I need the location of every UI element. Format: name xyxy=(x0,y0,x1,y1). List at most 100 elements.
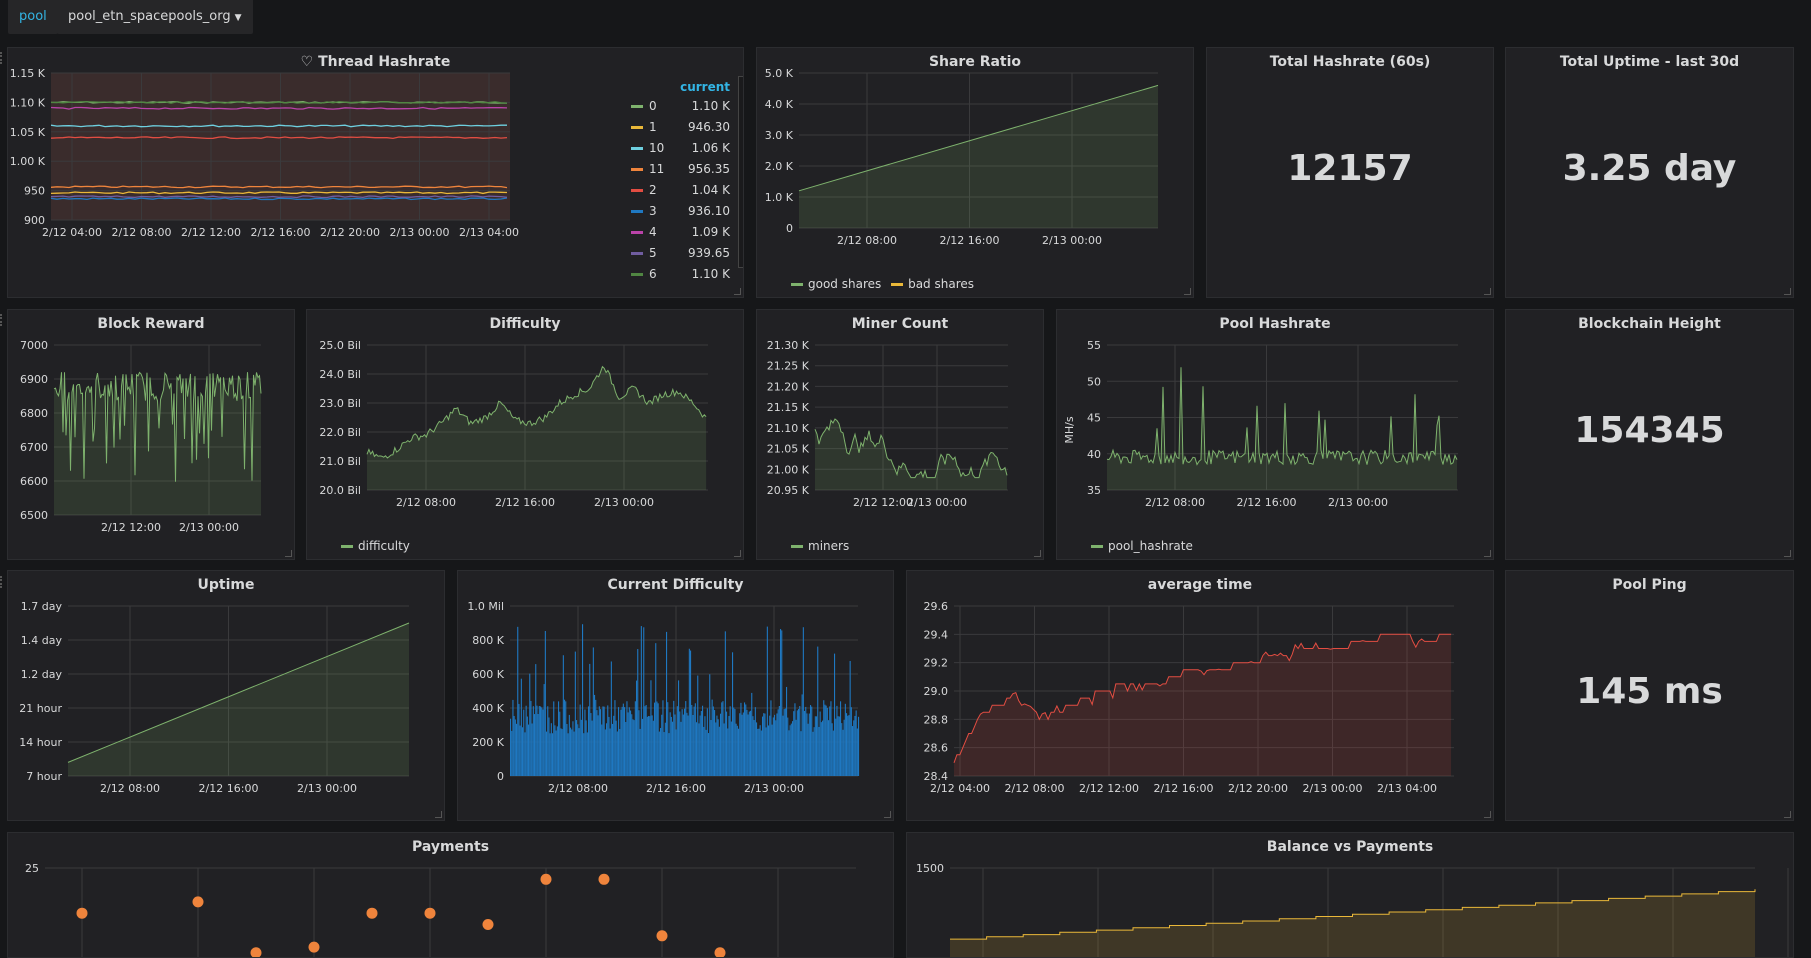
pool-hashrate-chart[interactable]: 55 50 45 40 35 2/12 08:00 2/12 16:00 2/13 00:00… xyxy=(1057,310,1494,560)
x-tick-label: 2/13 00:00 xyxy=(179,521,239,534)
miner-count-chart[interactable]: 21.30 K 21.25 K 21.20 K 21.15 K 21.10 K 21.05… xyxy=(757,310,1044,560)
legend-item[interactable]: 5 939.65 xyxy=(625,243,730,264)
panel-title[interactable]: Uptime xyxy=(197,577,255,593)
bar xyxy=(810,705,812,776)
legend-item[interactable]: 1 946.30 xyxy=(625,117,730,138)
resize-handle-icon[interactable] xyxy=(1034,550,1041,557)
home-breadcrumb[interactable]: pool xyxy=(8,0,58,34)
balance-chart[interactable]: 15001000 xyxy=(907,833,1794,958)
y-tick-label: 6800 xyxy=(20,407,48,420)
legend-item[interactable]: 6 1.10 K xyxy=(625,264,730,285)
bar xyxy=(649,716,651,776)
resize-handle-icon[interactable] xyxy=(1784,550,1791,557)
legend-header-current[interactable]: current xyxy=(680,80,730,94)
payments-chart[interactable]: 2520 xyxy=(8,833,894,958)
y-tick-label: 2.0 K xyxy=(765,160,794,173)
resize-handle-icon[interactable] xyxy=(1484,550,1491,557)
bar xyxy=(790,723,792,776)
resize-handle-icon[interactable] xyxy=(1784,811,1791,818)
datasource-selector[interactable]: pool_etn_spacepools_org ▼ xyxy=(57,0,253,34)
bar xyxy=(682,714,684,776)
legend-scrollbar[interactable] xyxy=(738,76,743,268)
share-ratio-chart[interactable]: 5.0 K 4.0 K 3.0 K 2.0 K 1.0 K 0 2/12 08:00 2/12… xyxy=(757,48,1194,298)
bar xyxy=(769,715,771,776)
panel-title[interactable]: Balance vs Payments xyxy=(1266,839,1434,855)
bar xyxy=(794,703,796,776)
resize-handle-icon[interactable] xyxy=(1784,288,1791,295)
y-tick-label: 20.95 K xyxy=(767,484,810,497)
legend-item[interactable]: 2 1.04 K xyxy=(625,180,730,201)
y-tick-label: 21.15 K xyxy=(767,401,810,414)
panel-title[interactable]: Miner Count xyxy=(851,316,949,332)
bar xyxy=(626,701,628,776)
block-reward-line xyxy=(53,371,262,482)
legend-item[interactable]: 0 1.10 K xyxy=(625,96,730,117)
legend-item-good-shares[interactable]: good shares xyxy=(791,277,881,291)
legend-swatch xyxy=(341,545,353,548)
bar xyxy=(520,678,522,776)
row-drag-handle[interactable] xyxy=(0,314,6,326)
bar xyxy=(643,627,645,776)
panel-title[interactable]: ♡ Thread Hashrate xyxy=(300,54,451,70)
bar xyxy=(555,730,557,776)
uptime-chart[interactable]: 1.7 day 1.4 day 1.2 day 21 hour 14 hour 7 hou… xyxy=(8,571,445,821)
panel-title[interactable]: Share Ratio xyxy=(928,54,1022,70)
panel-total-hashrate: Total Hashrate (60s) 12157 xyxy=(1206,47,1494,298)
bar xyxy=(837,716,839,776)
x-tick-label: 2/13 00:00 xyxy=(390,226,450,239)
bar xyxy=(771,724,773,776)
bar xyxy=(741,714,743,776)
bar xyxy=(586,732,588,776)
current-difficulty-chart[interactable]: 1.0 Mil 800 K 600 K 400 K 200 K 0 2/12 08:00 2/… xyxy=(458,571,894,821)
bar xyxy=(651,715,653,776)
legend-item-bad-shares[interactable]: bad shares xyxy=(891,277,974,291)
difficulty-chart[interactable]: 25.0 Bil 24.0 Bil 23.0 Bil 22.0 Bil 21.0 Bil… xyxy=(307,310,744,560)
panel-title[interactable]: Blockchain Height xyxy=(1578,316,1721,332)
bar xyxy=(597,715,599,776)
resize-handle-icon[interactable] xyxy=(884,811,891,818)
bar xyxy=(596,710,598,776)
resize-handle-icon[interactable] xyxy=(1484,811,1491,818)
row-drag-handle[interactable] xyxy=(0,52,6,64)
block-reward-chart[interactable]: 7000 6900 6800 6700 6600 6500 2/12 12:00 2/13 0… xyxy=(8,310,295,560)
legend-item[interactable]: 11 956.35 xyxy=(625,159,730,180)
resize-handle-icon[interactable] xyxy=(1484,288,1491,295)
average-time-chart[interactable]: 29.6 29.4 29.2 29.0 28.8 28.6 28.42/12 04:00 2/… xyxy=(907,571,1494,821)
bar xyxy=(584,709,586,776)
bar xyxy=(817,646,819,776)
legend-item[interactable]: 4 1.09 K xyxy=(625,222,730,243)
panel-title[interactable]: Total Hashrate (60s) xyxy=(1269,54,1431,70)
bar xyxy=(808,713,810,776)
bar xyxy=(781,630,783,776)
panel-title[interactable]: Block Reward xyxy=(97,316,205,332)
row-drag-handle[interactable] xyxy=(0,576,6,588)
bar xyxy=(541,707,543,776)
resize-handle-icon[interactable] xyxy=(285,550,292,557)
legend-item[interactable]: 10 1.06 K xyxy=(625,138,730,159)
x-tick-label: 2/12 16:00 xyxy=(251,226,311,239)
panel-title[interactable]: Pool Ping xyxy=(1612,577,1687,593)
panel-title[interactable]: average time xyxy=(1147,577,1253,593)
y-tick-label: 22.0 Bil xyxy=(319,426,361,439)
resize-handle-icon[interactable] xyxy=(1184,288,1191,295)
legend-item-difficulty[interactable]: difficulty xyxy=(341,539,410,553)
panel-title[interactable]: Total Uptime - last 30d xyxy=(1559,54,1740,70)
legend-item[interactable]: 3 936.10 xyxy=(625,201,730,222)
panel-title[interactable]: Pool Hashrate xyxy=(1219,316,1331,332)
legend-item-miners[interactable]: miners xyxy=(791,539,849,553)
panel-title[interactable]: Current Difficulty xyxy=(607,577,744,593)
panel-title[interactable]: Difficulty xyxy=(489,316,561,332)
bar xyxy=(560,728,562,776)
resize-handle-icon[interactable] xyxy=(734,288,741,295)
resize-handle-icon[interactable] xyxy=(435,811,442,818)
x-tick-label: 2/12 04:00 xyxy=(930,782,990,795)
x-tick-label: 2/12 08:00 xyxy=(112,226,172,239)
x-tick-label: 2/12 08:00 xyxy=(1145,496,1205,509)
resize-handle-icon[interactable] xyxy=(734,550,741,557)
legend-item-pool-hashrate[interactable]: pool_hashrate xyxy=(1091,539,1193,553)
bar xyxy=(846,713,848,776)
bar xyxy=(696,722,698,776)
panel-title[interactable]: Payments xyxy=(411,839,490,855)
bar xyxy=(697,675,699,776)
